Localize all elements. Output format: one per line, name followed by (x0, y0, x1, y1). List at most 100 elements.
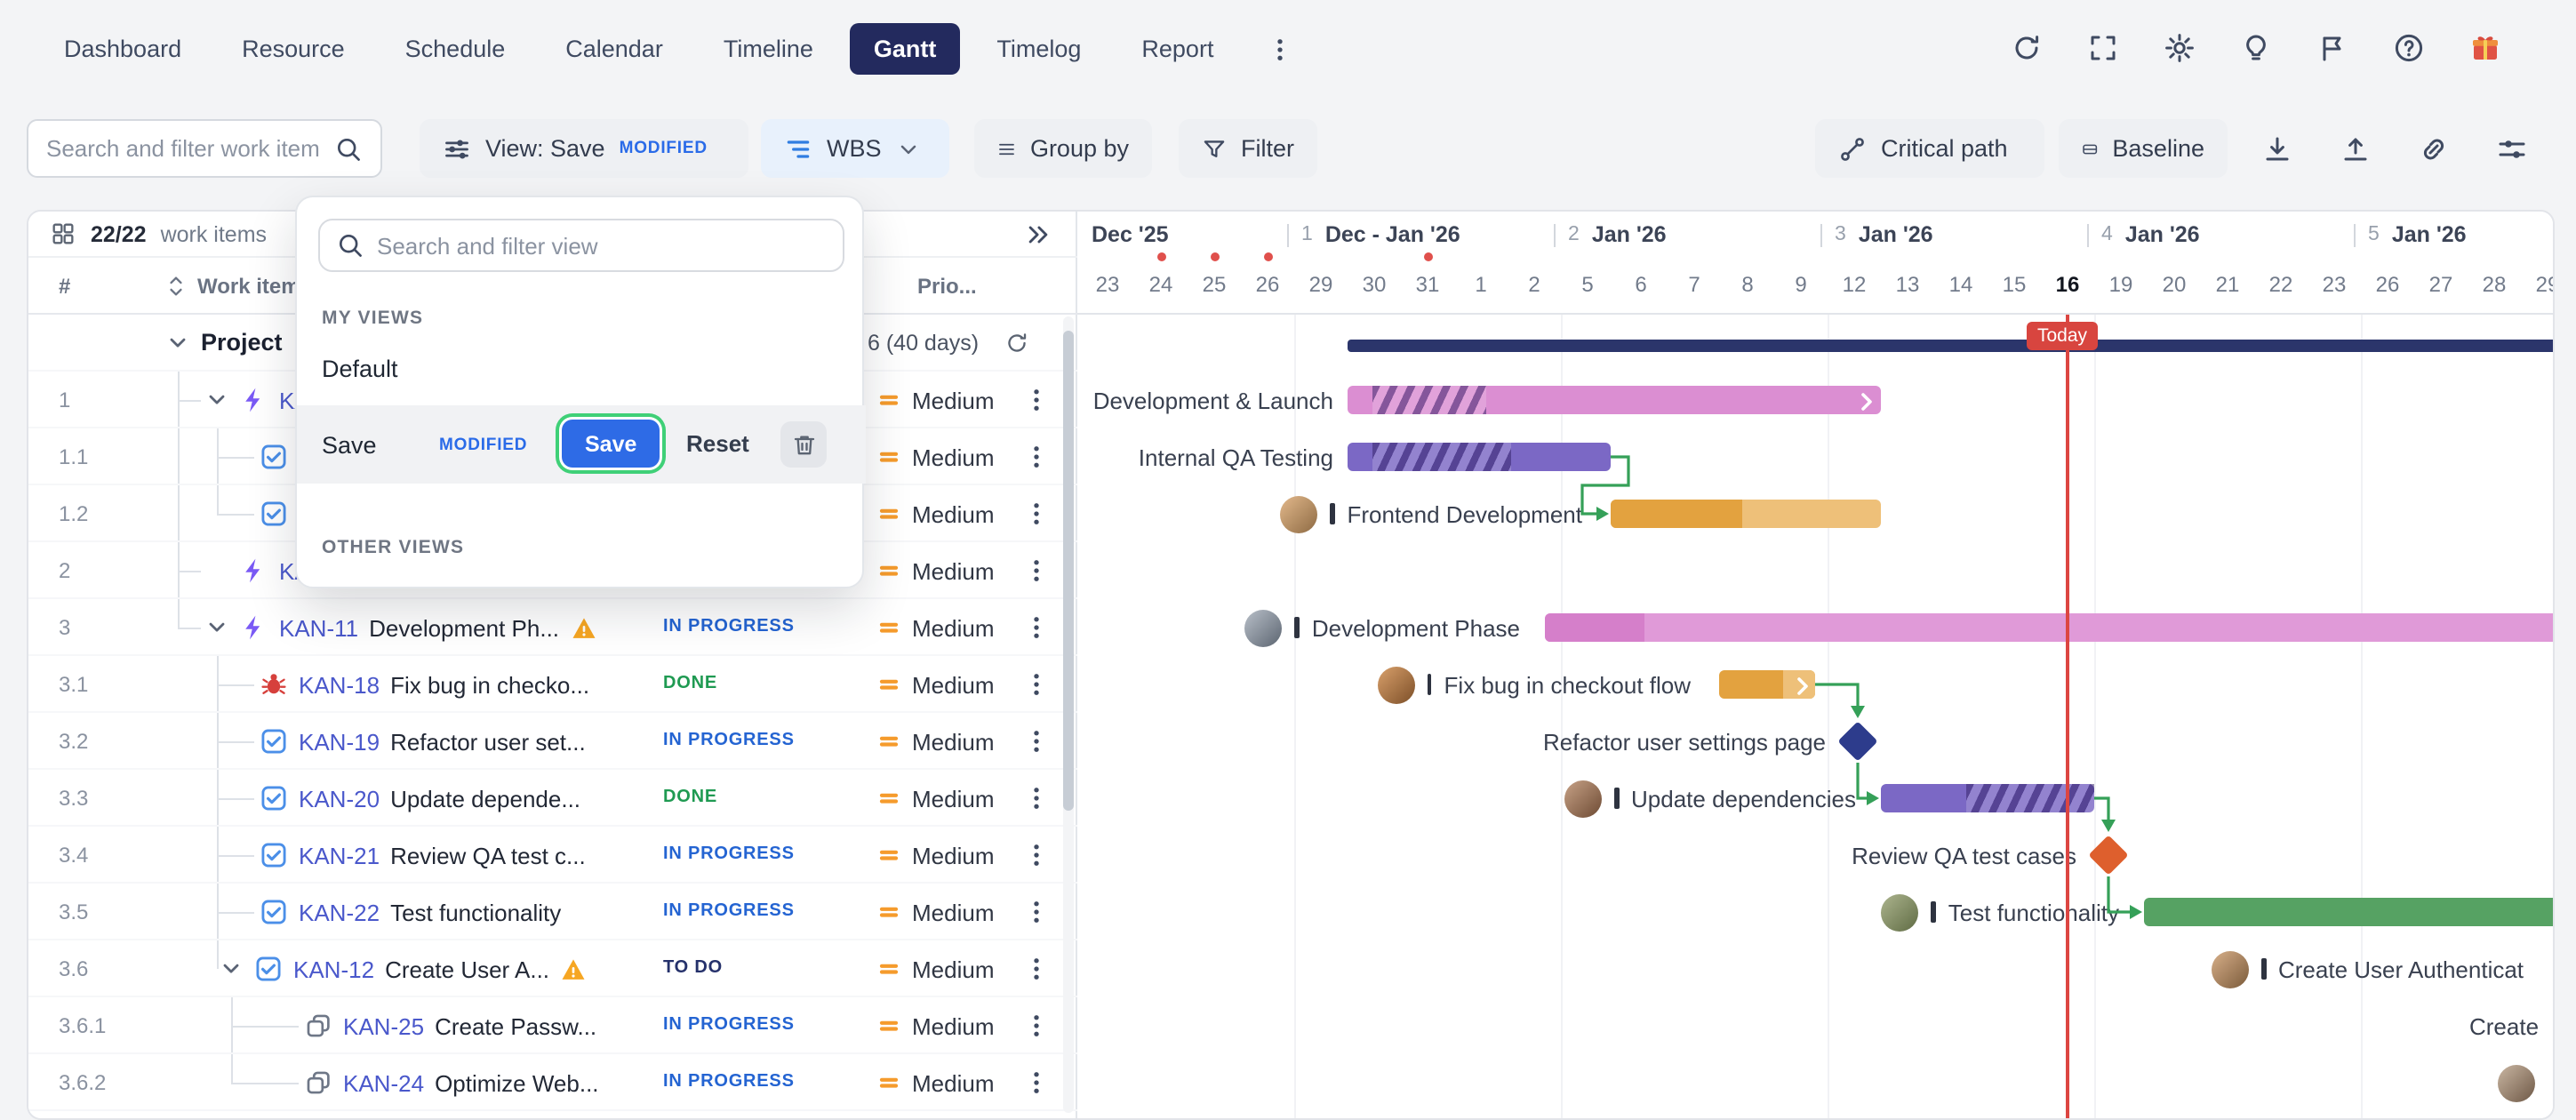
gantt-bar-epic[interactable] (1545, 613, 2553, 642)
issue-key[interactable]: KAN-11 (279, 614, 359, 641)
filter-label: Filter (1241, 135, 1294, 162)
search-input[interactable] (46, 135, 320, 162)
baseline-button[interactable]: Baseline (2059, 119, 2228, 178)
group-by-button[interactable]: Group by (974, 119, 1152, 178)
row-menu-button[interactable] (1012, 997, 1061, 1054)
column-priority[interactable]: Prio... (917, 274, 977, 299)
chevron-down-icon[interactable] (204, 388, 229, 412)
nav-tab-gantt[interactable]: Gantt (850, 23, 960, 75)
chevron-down-icon[interactable] (219, 956, 244, 981)
search-icon (336, 231, 364, 260)
save-view-button[interactable]: Save (562, 420, 660, 468)
table-row[interactable]: 3.1 KAN-18 Fix bug in checko... DONE Med… (28, 656, 1077, 713)
chevron-down-icon (896, 136, 921, 161)
gantt-settings-button[interactable] (2482, 119, 2540, 178)
table-row[interactable]: 3.6 KAN-12 Create User A... TO DO Medium (28, 940, 1077, 997)
day-header: 15 (2002, 272, 2027, 297)
issue-key[interactable]: KAN-18 (299, 671, 380, 698)
nav-tab-resource[interactable]: Resource (242, 36, 345, 62)
help-icon[interactable] (2380, 20, 2437, 76)
gantt-bar-epic[interactable] (1348, 386, 1881, 414)
gantt-bar[interactable] (1611, 500, 1881, 528)
refresh-icon[interactable] (1004, 331, 1029, 356)
issue-key[interactable]: KAN-21 (299, 842, 380, 868)
chevron-down-icon[interactable] (204, 615, 229, 640)
view-item-default[interactable]: Default (322, 356, 398, 382)
nav-tab-dashboard[interactable]: Dashboard (64, 36, 182, 62)
issue-key[interactable]: KAN-22 (299, 899, 380, 925)
row-menu-button[interactable] (1012, 428, 1061, 485)
row-menu-button[interactable] (1012, 827, 1061, 884)
settings-gear-icon[interactable] (2151, 20, 2208, 76)
export-download-button[interactable] (2247, 119, 2306, 178)
reset-view-button[interactable]: Reset (672, 420, 764, 468)
column-work-item[interactable]: Work item (197, 274, 300, 299)
issue-key[interactable]: KAN-12 (293, 956, 375, 982)
nav-tab-schedule[interactable]: Schedule (404, 36, 506, 62)
avatar (1881, 893, 1919, 931)
nav-tab-timelog[interactable]: Timelog (996, 36, 1082, 62)
table-row[interactable]: 3.6.1 KAN-25 Create Passw... IN PROGRESS… (28, 997, 1077, 1054)
issue-key[interactable]: KAN-19 (299, 728, 380, 755)
nav-more-menu-icon[interactable] (1251, 20, 1308, 77)
delete-view-button[interactable] (780, 421, 827, 468)
row-menu-button[interactable] (1012, 1054, 1061, 1111)
table-row[interactable]: 3.5 KAN-22 Test functionality IN PROGRES… (28, 884, 1077, 940)
nav-tab-calendar[interactable]: Calendar (565, 36, 663, 62)
row-menu-button[interactable] (1012, 656, 1061, 713)
row-menu-button[interactable] (1012, 542, 1061, 599)
lightbulb-icon[interactable] (2228, 20, 2284, 76)
table-row[interactable]: 3.4 KAN-21 Review QA test c... IN PROGRE… (28, 827, 1077, 884)
row-menu-button[interactable] (1012, 884, 1061, 940)
day-header: 29 (1308, 272, 1333, 297)
row-menu-button[interactable] (1012, 372, 1061, 428)
table-row[interactable]: 3.3 KAN-20 Update depende... DONE Medium (28, 770, 1077, 827)
row-menu-button[interactable] (1012, 599, 1061, 656)
gantt-bar[interactable] (1348, 443, 1611, 471)
filter-button[interactable]: Filter (1179, 119, 1317, 178)
row-menu-button[interactable] (1012, 770, 1061, 827)
gantt-bar[interactable] (1719, 670, 1815, 699)
sort-icon[interactable] (164, 274, 188, 299)
table-row[interactable]: 3.2 KAN-19 Refactor user set... IN PROGR… (28, 713, 1077, 770)
wbs-dropdown-button[interactable]: WBS (761, 119, 949, 178)
current-view-row[interactable]: Save MODIFIED Save Reset (297, 405, 866, 484)
scrollbar-thumb[interactable] (1063, 331, 1074, 811)
share-link-button[interactable] (2404, 119, 2462, 178)
bar-continue-arrow (1861, 393, 1874, 411)
issue-key[interactable]: KAN-20 (299, 785, 380, 812)
issue-key[interactable]: KAN-24 (343, 1069, 425, 1096)
project-summary-bar[interactable] (1348, 340, 2553, 352)
issue-key[interactable]: KAN-25 (343, 1012, 425, 1039)
view-search[interactable] (318, 219, 844, 272)
gantt-bar[interactable] (2144, 898, 2553, 926)
bar-label (2498, 1054, 2535, 1111)
row-number: 1.1 (59, 444, 89, 469)
avatar (2212, 950, 2249, 988)
table-row[interactable]: 3 KAN-11 Development Ph... IN PROGRESS M… (28, 599, 1077, 656)
vertical-scrollbar (1063, 316, 1074, 1113)
status-badge: IN PROGRESS (663, 1015, 795, 1035)
sync-icon[interactable] (1998, 20, 2055, 76)
table-row[interactable]: 2 KA Medium (28, 542, 1077, 599)
chevron-down-icon[interactable] (165, 331, 190, 356)
whats-new-gift-icon[interactable] (2457, 20, 2514, 76)
nav-tab-report[interactable]: Report (1141, 36, 1214, 62)
fullscreen-icon[interactable] (2075, 20, 2132, 76)
view-search-input[interactable] (377, 232, 827, 259)
row-menu-button[interactable] (1012, 485, 1061, 542)
table-row[interactable]: 3.6.2 KAN-24 Optimize Web... IN PROGRESS… (28, 1054, 1077, 1111)
milestone-diamond[interactable] (1837, 721, 1878, 762)
column-number[interactable]: # (59, 274, 71, 299)
import-upload-button[interactable] (2325, 119, 2384, 178)
collapse-panel-icon[interactable] (1024, 220, 1052, 249)
row-menu-button[interactable] (1012, 940, 1061, 997)
critical-path-button[interactable]: Critical path (1815, 119, 2044, 178)
work-item-search[interactable] (27, 119, 382, 178)
nav-tab-timeline[interactable]: Timeline (723, 36, 813, 62)
priority-medium-icon (876, 615, 901, 640)
view-save-button[interactable]: View: Save MODIFIED (420, 119, 748, 178)
gantt-bar[interactable] (1881, 784, 2094, 812)
row-menu-button[interactable] (1012, 713, 1061, 770)
flag-icon[interactable] (2304, 20, 2361, 76)
